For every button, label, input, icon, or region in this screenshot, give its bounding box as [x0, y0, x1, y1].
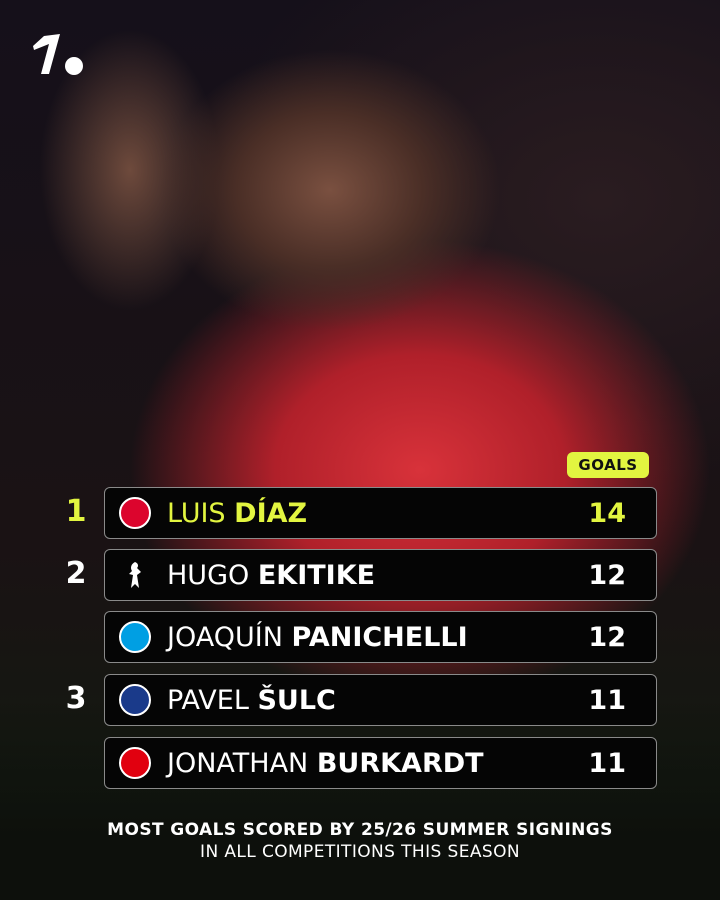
player-name: JOAQUÍN PANICHELLI	[167, 622, 588, 653]
player-first-name: HUGO	[167, 559, 250, 591]
player-name: PAVEL ŠULC	[167, 685, 588, 716]
lyon-crest-icon	[119, 684, 151, 716]
leaderboard-row: PAVEL ŠULC 11	[104, 674, 657, 726]
player-name: LUIS DÍAZ	[167, 498, 588, 529]
goals-value: 12	[588, 621, 626, 653]
leaderboard-row: HUGO EKITIKE 12	[104, 549, 657, 601]
goals-value: 14	[588, 497, 626, 529]
player-last-name: DÍAZ	[234, 497, 308, 529]
eagle-crest-icon	[119, 747, 151, 779]
player-name: JONATHAN BURKARDT	[167, 748, 588, 779]
liverbird-icon	[119, 559, 151, 591]
rank-number: 2	[65, 556, 87, 591]
player-first-name: JOAQUÍN	[167, 621, 283, 653]
rank-number: 1	[65, 494, 87, 529]
player-first-name: PAVEL	[167, 684, 249, 716]
player-last-name: PANICHELLI	[291, 621, 468, 653]
player-last-name: ŠULC	[257, 684, 336, 716]
player-first-name: LUIS	[167, 497, 226, 529]
leaderboard-row: JONATHAN BURKARDT 11	[104, 737, 657, 789]
goals-value: 11	[588, 747, 626, 779]
leaderboard-row: LUIS DÍAZ 14	[104, 487, 657, 539]
background-fade	[0, 700, 720, 900]
leaderboard-row: JOAQUÍN PANICHELLI 12	[104, 611, 657, 663]
onefootball-logo-icon	[33, 34, 83, 75]
caption: MOST GOALS SCORED BY 25/26 SUMMER SIGNIN…	[0, 820, 720, 862]
player-first-name: JONATHAN	[167, 747, 309, 779]
player-last-name: BURKARDT	[316, 747, 484, 779]
caption-title: MOST GOALS SCORED BY 25/26 SUMMER SIGNIN…	[107, 820, 613, 840]
goals-value: 11	[588, 684, 626, 716]
rank-number: 3	[65, 681, 87, 716]
goals-value: 12	[588, 559, 626, 591]
goals-column-header: GOALS	[567, 452, 649, 478]
caption-subtitle: IN ALL COMPETITIONS THIS SEASON	[200, 842, 520, 862]
bayern-crest-icon	[119, 497, 151, 529]
player-last-name: EKITIKE	[257, 559, 376, 591]
strasbourg-crest-icon	[119, 621, 151, 653]
player-name: HUGO EKITIKE	[167, 560, 588, 591]
